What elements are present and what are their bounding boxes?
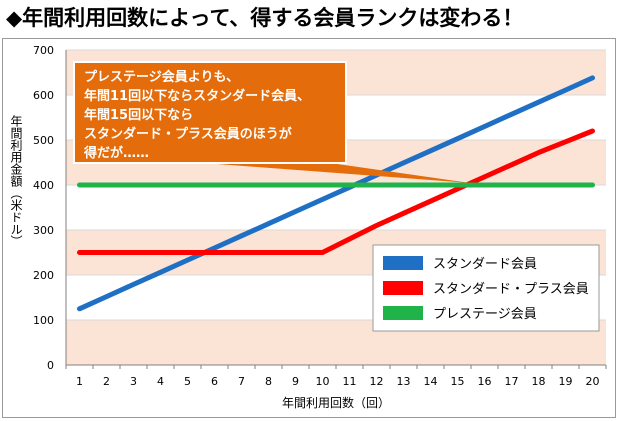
page-title: ◆年間利用回数によって、得する会員ランクは変わる！ xyxy=(6,6,524,30)
x-tick-label: 12 xyxy=(370,375,384,388)
x-tick-label: 13 xyxy=(397,375,411,388)
series-line-2 xyxy=(77,128,595,255)
callout-annotation: プレステージ会員よりも、年間11回以下ならスタンダード会員、年間15回以下ならス… xyxy=(73,61,470,183)
x-tick-label: 17 xyxy=(505,375,519,388)
x-tick-label: 19 xyxy=(559,375,573,388)
y-tick-label: 500 xyxy=(33,134,54,147)
y-tick-label: 100 xyxy=(33,314,54,327)
callout-box xyxy=(73,61,347,164)
x-tick-label: 10 xyxy=(316,375,330,388)
callout-text-line: 年間11回以下ならスタンダード会員、 xyxy=(84,88,310,104)
x-tick-label: 8 xyxy=(265,375,272,388)
legend-label: プレステージ会員 xyxy=(433,307,537,322)
x-tick-label: 3 xyxy=(130,375,137,388)
x-tick-label: 16 xyxy=(478,375,492,388)
y-tick-label: 0 xyxy=(47,359,54,372)
y-tick-label: 400 xyxy=(33,179,54,192)
x-tick-label: 5 xyxy=(184,375,191,388)
x-tick-label: 9 xyxy=(292,375,299,388)
callout-text-line: スタンダード・プラス会員のほうが xyxy=(84,126,292,142)
x-tick-label: 18 xyxy=(532,375,546,388)
y-axis-title: 年間利用金額（米ドル） xyxy=(9,115,23,247)
legend-label: スタンダード・プラス会員 xyxy=(433,282,589,297)
y-tick-label: 700 xyxy=(33,44,54,57)
y-tick-label: 200 xyxy=(33,269,54,282)
legend-swatch xyxy=(383,281,423,295)
callout-text-line: 年間15回以下なら xyxy=(84,107,193,123)
x-tick-label: 15 xyxy=(451,375,465,388)
x-tick-label: 4 xyxy=(157,375,164,388)
x-tick-label: 6 xyxy=(211,375,218,388)
x-tick-label: 7 xyxy=(238,375,245,388)
callout-text-line: プレステージ会員よりも、 xyxy=(84,69,239,85)
legend-swatch xyxy=(383,256,423,270)
x-tick-label: 14 xyxy=(424,375,438,388)
legend-swatch xyxy=(383,306,423,320)
x-tick-label: 11 xyxy=(343,375,357,388)
x-tick-label: 20 xyxy=(586,375,600,388)
x-tick-label: 2 xyxy=(103,375,110,388)
x-axis-title: 年間利用回数（回） xyxy=(282,395,390,410)
y-tick-label: 600 xyxy=(33,89,54,102)
x-tick-label: 1 xyxy=(76,375,83,388)
legend-label: スタンダード会員 xyxy=(433,257,537,272)
y-tick-label: 300 xyxy=(33,224,54,237)
callout-text-line: 得だが…… xyxy=(83,145,149,161)
series-line-1 xyxy=(77,75,595,312)
